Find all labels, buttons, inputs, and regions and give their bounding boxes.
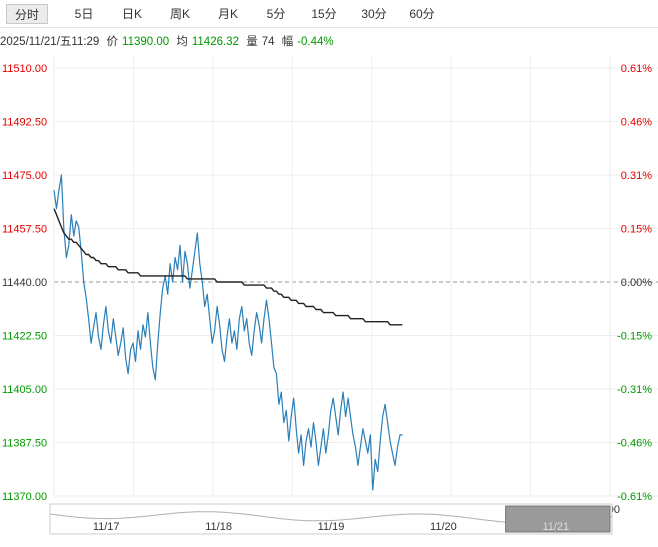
intraday-chart[interactable]: 11510.00 0.61% 11492.50 0.46% 11475.00 0.31% 1… — [0, 56, 658, 547]
info-price: 11390.00 — [122, 36, 170, 48]
tab-0[interactable]: 分时 — [6, 4, 48, 24]
info-volume-label: 量 — [246, 36, 258, 48]
tab-1[interactable]: 5日 — [74, 7, 94, 21]
y-tick-left: 11510.00 — [2, 63, 47, 75]
y-tick-left: 11405.00 — [2, 384, 47, 396]
y-tick-right: 0.61% — [621, 63, 652, 75]
tab-3[interactable]: 周K — [169, 7, 190, 21]
y-tick-left: 11440.00 — [2, 277, 47, 289]
y-tick-left: 11492.50 — [2, 117, 47, 129]
y-tick-right: -0.31% — [617, 384, 652, 396]
y-tick-right: 0.46% — [621, 117, 652, 129]
period-tab-bar: 分时 5日 日K 周K 月K 5分 15分 30分 60分 — [0, 0, 658, 28]
y-tick-left: 11422.50 — [2, 331, 47, 343]
tab-2[interactable]: 日K — [121, 7, 142, 21]
y-tick-right: -0.46% — [617, 438, 652, 450]
y-tick-left: 11387.50 — [2, 438, 47, 450]
tab-7[interactable]: 30分 — [361, 7, 387, 21]
y-tick-left: 11457.50 — [2, 224, 47, 236]
price-line — [53, 174, 403, 491]
y-tick-right: -0.15% — [617, 331, 652, 343]
navigator-date: 11/20 — [430, 521, 457, 533]
y-tick-right: -0.61% — [617, 491, 652, 503]
tab-5[interactable]: 5分 — [266, 7, 286, 21]
info-change: -0.44% — [297, 36, 334, 48]
info-volume: 74 — [261, 36, 275, 48]
tab-4[interactable]: 月K — [217, 7, 238, 21]
info-price-label: 价 — [106, 36, 119, 48]
info-avg: 11426.32 — [191, 36, 239, 48]
tab-6[interactable]: 15分 — [311, 7, 337, 21]
average-line — [53, 208, 403, 326]
info-change-label: 幅 — [281, 36, 294, 48]
navigator-window[interactable] — [505, 505, 611, 533]
tab-8[interactable]: 60分 — [409, 7, 435, 21]
navigator-date: 11/19 — [318, 521, 345, 533]
y-tick-left: 11475.00 — [2, 170, 47, 182]
info-datetime: 2025/11/21/五11:29 — [0, 36, 100, 48]
y-tick-right: 0.31% — [621, 170, 652, 182]
navigator-date: 11/21 — [542, 521, 569, 533]
y-tick-right: 0.15% — [621, 224, 652, 236]
y-tick-left: 11370.00 — [2, 491, 47, 503]
navigator-date: 11/17 — [93, 521, 120, 533]
y-tick-right: 0.00% — [621, 277, 652, 289]
info-avg-label: 均 — [176, 36, 188, 48]
navigator-date: 11/18 — [205, 521, 232, 533]
